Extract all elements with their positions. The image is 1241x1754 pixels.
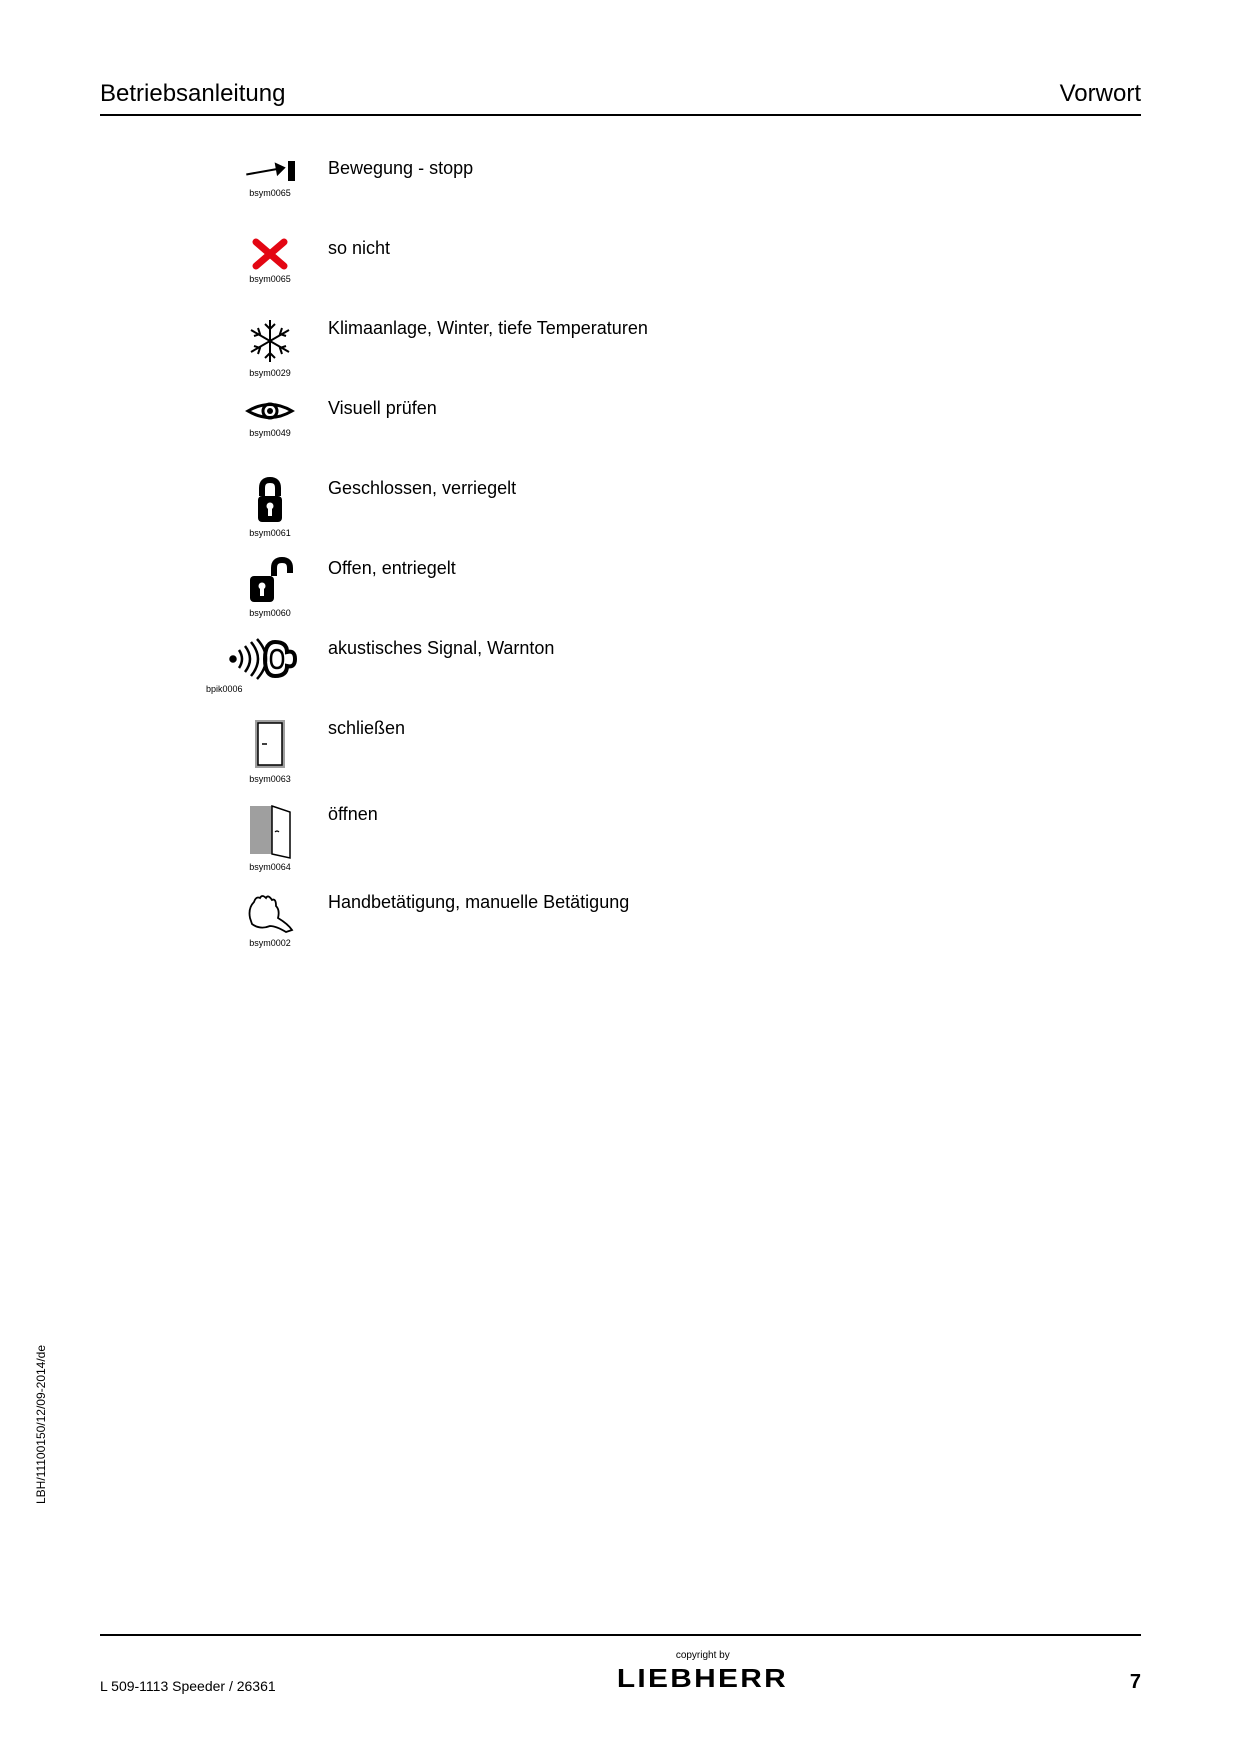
- side-document-code: LBH/11100150/12/09-2014/de: [34, 1345, 48, 1504]
- lock-open-icon: bsym0060: [230, 556, 310, 618]
- symbol-row: bsym0063 schließen: [230, 716, 1141, 784]
- symbol-code: bsym0065: [249, 274, 291, 284]
- hand-manual-icon: bsym0002: [230, 890, 310, 948]
- symbol-row: bsym0029 Klimaanlage, Winter, tiefe Temp…: [230, 316, 1141, 378]
- symbol-code: bpik0006: [206, 684, 243, 694]
- symbol-code: bsym0065: [249, 188, 291, 198]
- eye-icon: bsym0049: [230, 396, 310, 438]
- lock-closed-icon: bsym0061: [230, 476, 310, 538]
- door-close-icon: bsym0063: [230, 716, 310, 784]
- page-footer: L 509-1113 Speeder / 26361 copyright by …: [100, 1634, 1141, 1694]
- symbol-code: bsym0029: [249, 368, 291, 378]
- symbol-code: bsym0064: [249, 862, 291, 872]
- acoustic-signal-icon: bpik0006: [200, 636, 310, 694]
- symbol-row: bsym0049 Visuell prüfen: [230, 396, 1141, 458]
- movement-stop-icon: bsym0065: [230, 156, 310, 198]
- symbol-desc: Handbetätigung, manuelle Betätigung: [310, 890, 629, 913]
- symbol-row: bsym0002 Handbetätigung, manuelle Betäti…: [230, 890, 1141, 952]
- symbol-code: bsym0061: [249, 528, 291, 538]
- symbol-row: bsym0065 Bewegung - stopp: [230, 156, 1141, 218]
- symbol-desc: Klimaanlage, Winter, tiefe Temperaturen: [310, 316, 648, 339]
- symbol-row: bsym0064 öffnen: [230, 802, 1141, 872]
- symbol-desc: so nicht: [310, 236, 390, 259]
- symbol-desc: Geschlossen, verriegelt: [310, 476, 516, 499]
- red-x-icon: bsym0065: [230, 236, 310, 284]
- symbol-desc: Offen, entriegelt: [310, 556, 456, 579]
- symbol-code: bsym0060: [249, 608, 291, 618]
- symbol-desc: Visuell prüfen: [310, 396, 437, 419]
- symbol-code: bsym0002: [249, 938, 291, 948]
- page-header: Betriebsanleitung Vorwort: [100, 80, 1141, 116]
- header-right: Vorwort: [1060, 80, 1141, 108]
- symbol-list: bsym0065 Bewegung - stopp bsym0065 so ni…: [230, 156, 1141, 952]
- symbol-row: bsym0060 Offen, entriegelt: [230, 556, 1141, 618]
- footer-brand-logo: LIEBHERR: [617, 1663, 788, 1694]
- symbol-desc: öffnen: [310, 802, 378, 825]
- symbol-row: bsym0061 Geschlossen, verriegelt: [230, 476, 1141, 538]
- symbol-row: bpik0006 akustisches Signal, Warnton: [230, 636, 1141, 698]
- symbol-desc: Bewegung - stopp: [310, 156, 473, 179]
- symbol-desc: schließen: [310, 716, 405, 739]
- page-number: 7: [1130, 1671, 1141, 1694]
- snowflake-icon: bsym0029: [230, 316, 310, 378]
- header-left: Betriebsanleitung: [100, 80, 285, 108]
- symbol-desc: akustisches Signal, Warnton: [310, 636, 554, 659]
- symbol-code: bsym0063: [249, 774, 291, 784]
- footer-copyright: copyright by: [276, 1650, 1130, 1661]
- footer-left: L 509-1113 Speeder / 26361: [100, 1678, 276, 1694]
- door-open-icon: bsym0064: [230, 802, 310, 872]
- symbol-row: bsym0065 so nicht: [230, 236, 1141, 298]
- symbol-code: bsym0049: [249, 428, 291, 438]
